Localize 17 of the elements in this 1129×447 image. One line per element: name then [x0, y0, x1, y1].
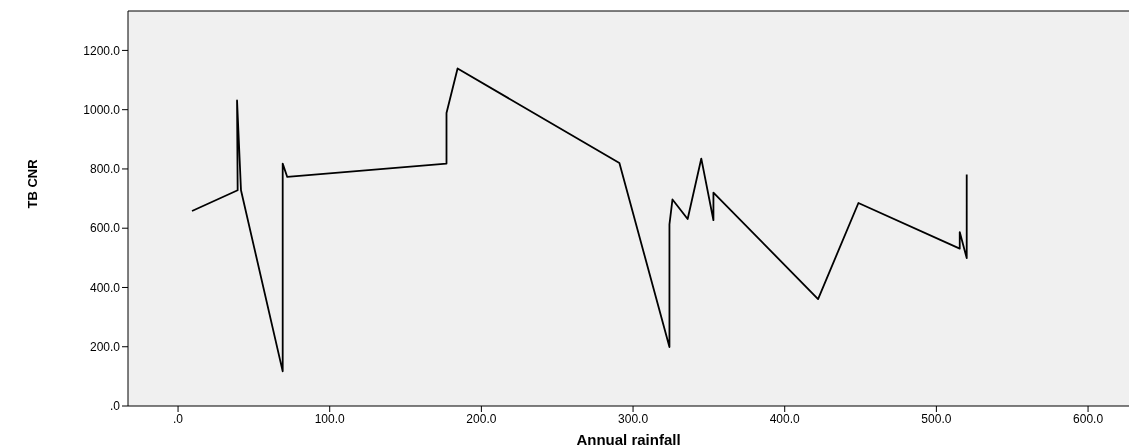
- y-tick-label: 400.0: [89, 280, 121, 295]
- y-tick-label: 200.0: [89, 340, 121, 354]
- x-tick-label: 300.0: [618, 411, 649, 426]
- y-tick-label: 800.0: [89, 162, 121, 177]
- x-tick-label: 100.0: [314, 411, 346, 426]
- x-axis-title: Annual rainfall: [576, 431, 681, 447]
- x-tick-label: 400.0: [769, 411, 801, 426]
- y-tick-label: 1000.0: [83, 102, 121, 117]
- line-series: [191, 67, 968, 373]
- y-tick-label: .0: [109, 399, 121, 414]
- y-axis-title: TB CNR: [24, 158, 40, 209]
- y-tick-label: 600.0: [89, 221, 121, 236]
- x-tick-label: 500.0: [921, 411, 952, 426]
- x-tick-label: 200.0: [466, 411, 497, 426]
- x-tick-label: .0: [173, 411, 184, 426]
- x-tick-label: 600.0: [1073, 411, 1104, 426]
- y-tick-label: 1200.0: [83, 43, 121, 58]
